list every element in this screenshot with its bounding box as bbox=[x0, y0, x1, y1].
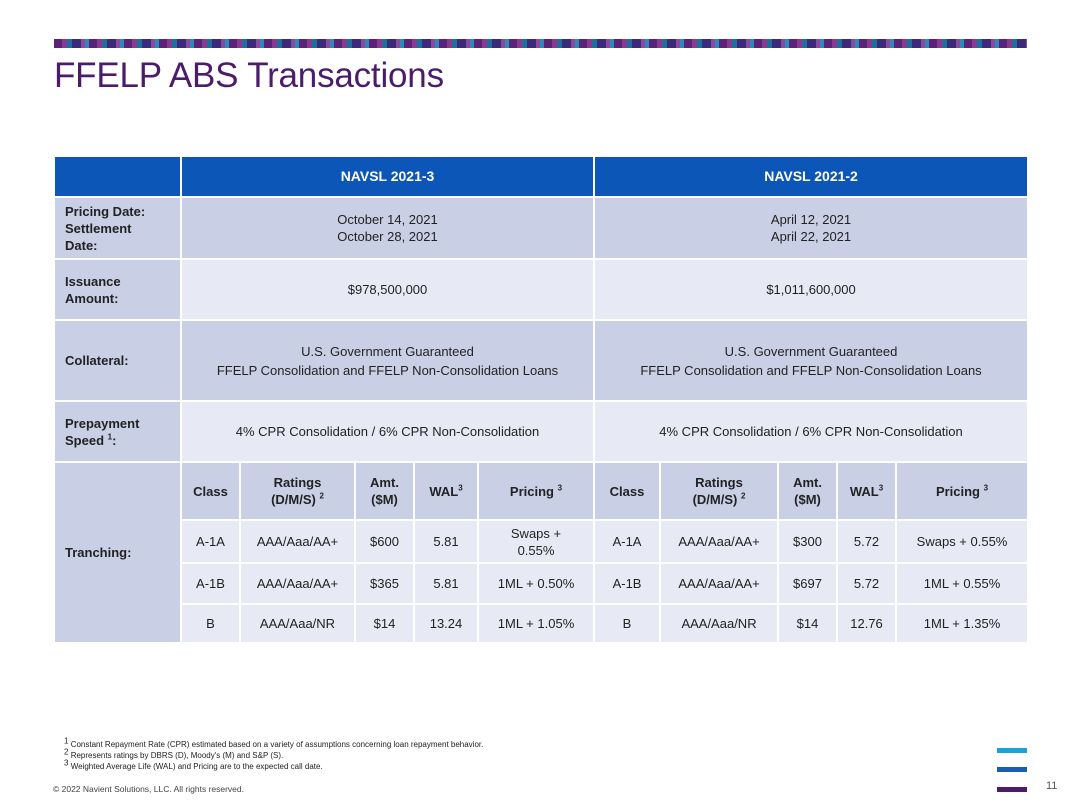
footnote-1: 1 Constant Repayment Rate (CPR) estimate… bbox=[64, 736, 484, 749]
footnote-2: 2 Represents ratings by DBRS (D), Moody'… bbox=[64, 747, 284, 760]
tranche-amt: $14 bbox=[354, 603, 415, 644]
tranche-amt: $300 bbox=[777, 519, 839, 564]
tranche-wal: 5.72 bbox=[836, 562, 898, 605]
pricing-row-label: Pricing Date: Settlement Date: bbox=[53, 196, 182, 260]
tranche-amt: $600 bbox=[354, 519, 415, 564]
col-amt: Amt. ($M) bbox=[354, 461, 415, 521]
prepayment-speed-2021-2: 4% CPR Consolidation / 6% CPR Non-Consol… bbox=[593, 400, 1030, 463]
decorative-top-bar bbox=[54, 39, 1027, 48]
tranche-pricing: 1ML + 1.35% bbox=[895, 603, 1030, 644]
tranche-wal: 5.81 bbox=[413, 519, 479, 564]
navient-logo-icon bbox=[997, 748, 1027, 794]
col-ratings: Ratings (D/M/S) 2 bbox=[239, 461, 356, 521]
tranche-pricing: Swaps + 0.55% bbox=[895, 519, 1030, 564]
tranche-ratings: AAA/Aaa/NR bbox=[239, 603, 356, 644]
col-class: Class bbox=[593, 461, 662, 521]
logo-bar-bottom bbox=[997, 787, 1027, 792]
col-ratings: Ratings (D/M/S) 2 bbox=[659, 461, 780, 521]
tranche-ratings: AAA/Aaa/AA+ bbox=[239, 562, 356, 605]
column-header-navsl-2021-3: NAVSL 2021-3 bbox=[179, 155, 596, 198]
tranche-ratings: AAA/Aaa/AA+ bbox=[239, 519, 356, 564]
issuance-amount-2021-3: $978,500,000 bbox=[179, 258, 596, 321]
copyright: © 2022 Navient Solutions, LLC. All right… bbox=[53, 784, 245, 794]
col-pricing: Pricing 3 bbox=[895, 461, 1030, 521]
tranche-class: A-1A bbox=[180, 519, 241, 564]
tranche-ratings: AAA/Aaa/NR bbox=[659, 603, 780, 644]
pricing-dates-2021-3: October 14, 2021 October 28, 2021 bbox=[179, 196, 596, 260]
pricing-row: Pricing Date: Settlement Date: October 1… bbox=[53, 196, 1030, 260]
tranching-header-row: Tranching: Class Ratings (D/M/S) 2 Amt. ($… bbox=[53, 461, 1030, 644]
tranche-class: B bbox=[593, 603, 662, 644]
column-header-navsl-2021-2: NAVSL 2021-2 bbox=[593, 155, 1030, 198]
tranche-row: A-1A AAA/Aaa/AA+ $600 5.81 Swaps + 0.55%… bbox=[54, 519, 1030, 564]
header-corner bbox=[53, 155, 182, 198]
tranching-row-label: Tranching: bbox=[53, 461, 182, 644]
col-wal: WAL3 bbox=[413, 461, 479, 521]
logo-bar-top bbox=[997, 748, 1027, 753]
col-class: Class bbox=[180, 461, 241, 521]
prepayment-row-label: Prepayment Speed 1: bbox=[53, 400, 182, 463]
transactions-table: NAVSL 2021-3 NAVSL 2021-2 Pricing Date: … bbox=[53, 155, 1030, 644]
pricing-dates-2021-2: April 12, 2021 April 22, 2021 bbox=[593, 196, 1030, 260]
tranche-pricing: 1ML + 0.55% bbox=[895, 562, 1030, 605]
page-title: FFELP ABS Transactions bbox=[54, 56, 444, 95]
tranche-wal: 12.76 bbox=[836, 603, 898, 644]
tranche-pricing: 1ML + 0.50% bbox=[476, 562, 596, 605]
tranche-ratings: AAA/Aaa/AA+ bbox=[659, 519, 780, 564]
tranche-row: B AAA/Aaa/NR $14 13.24 1ML + 1.05% B AAA… bbox=[54, 603, 1030, 644]
tranche-pricing: Swaps + 0.55% bbox=[476, 519, 596, 564]
logo-bar-middle bbox=[997, 767, 1027, 772]
tranche-row: A-1B AAA/Aaa/AA+ $365 5.81 1ML + 0.50% A… bbox=[54, 562, 1030, 605]
tranche-class: A-1B bbox=[180, 562, 241, 605]
prepayment-row: Prepayment Speed 1: 4% CPR Consolidation… bbox=[53, 400, 1030, 463]
col-wal: WAL3 bbox=[836, 461, 898, 521]
tranche-pricing: 1ML + 1.05% bbox=[476, 603, 596, 644]
footnote-3: 3 Weighted Average Life (WAL) and Pricin… bbox=[64, 758, 323, 771]
footnotes: 1 Constant Repayment Rate (CPR) estimate… bbox=[64, 736, 484, 772]
collateral-2021-3: U.S. Government Guaranteed FFELP Consoli… bbox=[179, 319, 596, 402]
collateral-2021-2: U.S. Government Guaranteed FFELP Consoli… bbox=[593, 319, 1030, 402]
tranche-wal: 5.72 bbox=[836, 519, 898, 564]
issuance-amount-2021-2: $1,011,600,000 bbox=[593, 258, 1030, 321]
tranche-class: A-1B bbox=[593, 562, 662, 605]
tranche-class: A-1A bbox=[593, 519, 662, 564]
page-number: 11 bbox=[1046, 780, 1058, 792]
tranche-class: B bbox=[180, 603, 241, 644]
collateral-row: Collateral: U.S. Government Guaranteed F… bbox=[53, 319, 1030, 402]
header-row: NAVSL 2021-3 NAVSL 2021-2 bbox=[53, 155, 1030, 198]
tranche-amt: $697 bbox=[777, 562, 839, 605]
prepayment-speed-2021-3: 4% CPR Consolidation / 6% CPR Non-Consol… bbox=[179, 400, 596, 463]
tranche-wal: 5.81 bbox=[413, 562, 479, 605]
collateral-row-label: Collateral: bbox=[53, 319, 182, 402]
col-amt: Amt. ($M) bbox=[777, 461, 839, 521]
issuance-row: Issuance Amount: $978,500,000 $1,011,600… bbox=[53, 258, 1030, 321]
tranche-wal: 13.24 bbox=[413, 603, 479, 644]
issuance-row-label: Issuance Amount: bbox=[53, 258, 182, 321]
tranche-amt: $14 bbox=[777, 603, 839, 644]
col-pricing: Pricing 3 bbox=[476, 461, 596, 521]
tranche-ratings: AAA/Aaa/AA+ bbox=[659, 562, 780, 605]
tranche-amt: $365 bbox=[354, 562, 415, 605]
